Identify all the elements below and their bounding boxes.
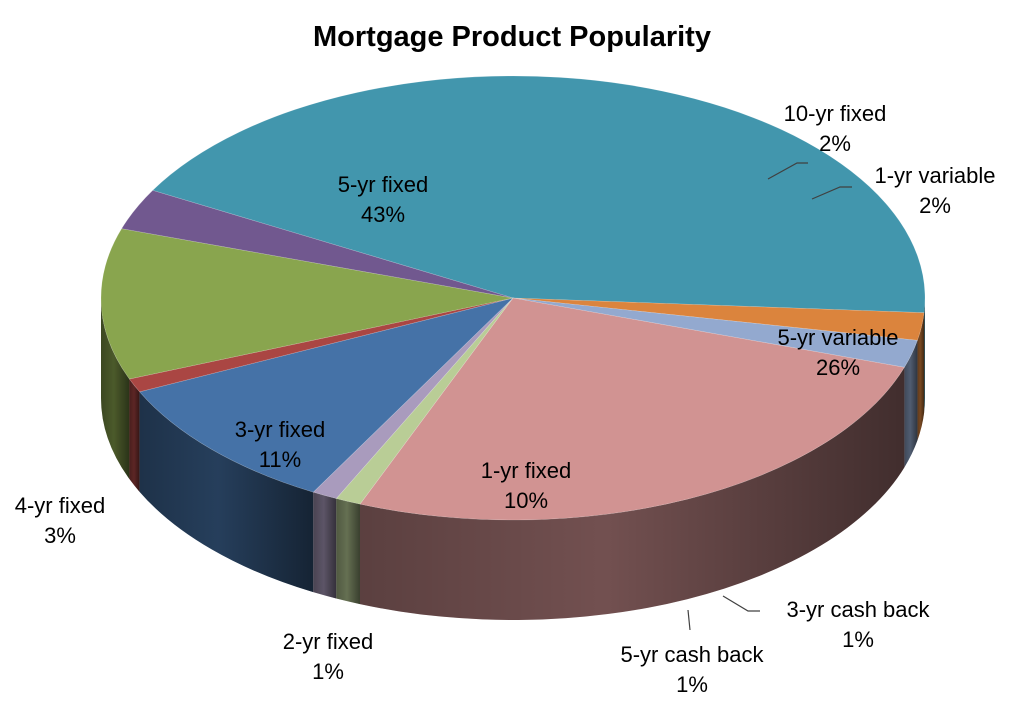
slice-label-4-yr-fixed: 4-yr fixed 3% <box>15 493 105 548</box>
pie-labels: 5-yr fixed 43% 10-yr fixed 2% 1-yr variable 2… <box>15 101 996 697</box>
slice-value-label: 26% <box>816 355 860 380</box>
leader-line-3-yr-cash-back <box>722 595 760 612</box>
pie-slice-3-yr-cash-back <box>335 297 514 505</box>
slice-value-label: 2% <box>819 131 851 156</box>
slice-value-label: 1% <box>676 672 708 697</box>
slice-value-label: 2% <box>919 193 951 218</box>
slice-value-label: 43% <box>361 202 405 227</box>
slice-value-label: 11% <box>259 447 301 472</box>
pie-side-shade <box>101 298 130 480</box>
slice-value-label: 1% <box>312 659 344 684</box>
pie-side-shade <box>129 379 140 492</box>
pie-sides <box>101 298 925 620</box>
pie-slice-10-yr-fixed <box>512 297 925 341</box>
slice-category-label: 3-yr cash back <box>786 597 930 622</box>
slice-label-2-yr-fixed: 2-yr fixed 1% <box>283 629 373 684</box>
slice-category-label: 10-yr fixed <box>784 101 887 126</box>
slice-category-label: 4-yr fixed <box>15 493 105 518</box>
slice-category-label: 1-yr fixed <box>481 458 571 483</box>
pie-slice-3-yr-fixed <box>100 228 514 380</box>
pie-slice-2-yr-fixed <box>128 297 514 393</box>
pie-side-shade <box>904 340 918 468</box>
pie-leaders <box>687 162 852 631</box>
slice-label-5-yr-cash-back: 5-yr cash back 1% <box>620 642 764 697</box>
slice-label-5-yr-fixed: 5-yr fixed 43% <box>338 172 428 227</box>
slice-label-1-yr-fixed: 1-yr fixed 10% <box>481 458 571 513</box>
slice-label-10-yr-fixed: 10-yr fixed 2% <box>784 101 887 156</box>
pie-side-shade <box>313 492 337 599</box>
slice-value-label: 3% <box>44 523 76 548</box>
slice-label-3-yr-fixed: 3-yr fixed 11% <box>235 417 325 472</box>
slice-category-label: 5-yr cash back <box>620 642 764 667</box>
pie-slice-4-yr-fixed <box>121 190 514 299</box>
pie-side-shade <box>917 312 925 441</box>
slice-label-5-yr-variable: 5-yr variable 26% <box>777 325 898 380</box>
slice-label-1-yr-variable: 1-yr variable 2% <box>874 163 995 218</box>
pie-side-shade <box>924 298 925 413</box>
pie-tops <box>100 75 926 521</box>
pie-slice-1-yr-variable <box>512 297 918 368</box>
slice-label-3-yr-cash-back: 3-yr cash back 1% <box>786 597 930 652</box>
pie-side-shade <box>139 391 314 593</box>
slice-category-label: 2-yr fixed <box>283 629 373 654</box>
pie-slice-5-yr-cash-back <box>312 297 514 499</box>
slice-category-label: 5-yr fixed <box>338 172 428 197</box>
leader-line-10-yr-fixed <box>767 162 808 180</box>
pie-side-shade <box>336 498 360 605</box>
pie-slice-1-yr-fixed <box>139 297 515 493</box>
slice-category-label: 3-yr fixed <box>235 417 325 442</box>
chart-title: Mortgage Product Popularity <box>313 21 711 53</box>
pie-slice-5-yr-fixed <box>152 75 926 314</box>
leader-line-1-yr-variable <box>811 186 852 200</box>
slice-value-label: 10% <box>504 488 548 513</box>
slice-category-label: 1-yr variable <box>874 163 995 188</box>
slice-category-label: 5-yr variable <box>777 325 898 350</box>
pie-side-shade <box>359 367 905 620</box>
leader-line-5-yr-cash-back <box>687 609 691 631</box>
pie-slice-5-yr-variable <box>359 297 905 521</box>
slice-value-label: 1% <box>842 627 874 652</box>
